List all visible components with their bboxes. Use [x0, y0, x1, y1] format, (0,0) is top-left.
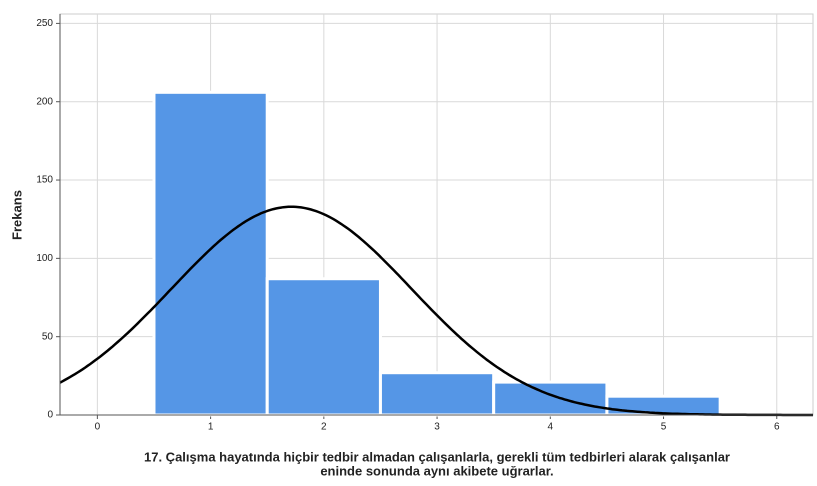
y-tick-label: 200 — [36, 96, 53, 107]
y-tick-label: 250 — [36, 18, 53, 29]
x-tick-label: 5 — [661, 422, 667, 433]
x-axis-label: 17. Çalışma hayatında hiçbir tedbir alma… — [144, 449, 730, 464]
x-axis-label: eninde sonunda aynı akibete uğrarlar. — [320, 463, 553, 478]
y-axis-label: Frekans — [9, 190, 24, 240]
x-tick-label: 4 — [548, 422, 554, 433]
bar — [492, 380, 609, 417]
x-tick-label: 2 — [321, 422, 327, 433]
bar — [378, 371, 496, 417]
y-tick-label: 100 — [36, 253, 53, 264]
x-tick-label: 6 — [774, 422, 780, 433]
x-tick-label: 3 — [434, 422, 440, 433]
x-tick-label: 0 — [95, 422, 101, 433]
y-tick-label: 0 — [47, 410, 53, 421]
bar — [265, 277, 382, 417]
y-tick-label: 50 — [42, 331, 54, 342]
bar — [152, 90, 269, 417]
y-tick-label: 150 — [36, 175, 53, 186]
x-tick-label: 1 — [208, 422, 214, 433]
normal-curve — [59, 205, 813, 417]
